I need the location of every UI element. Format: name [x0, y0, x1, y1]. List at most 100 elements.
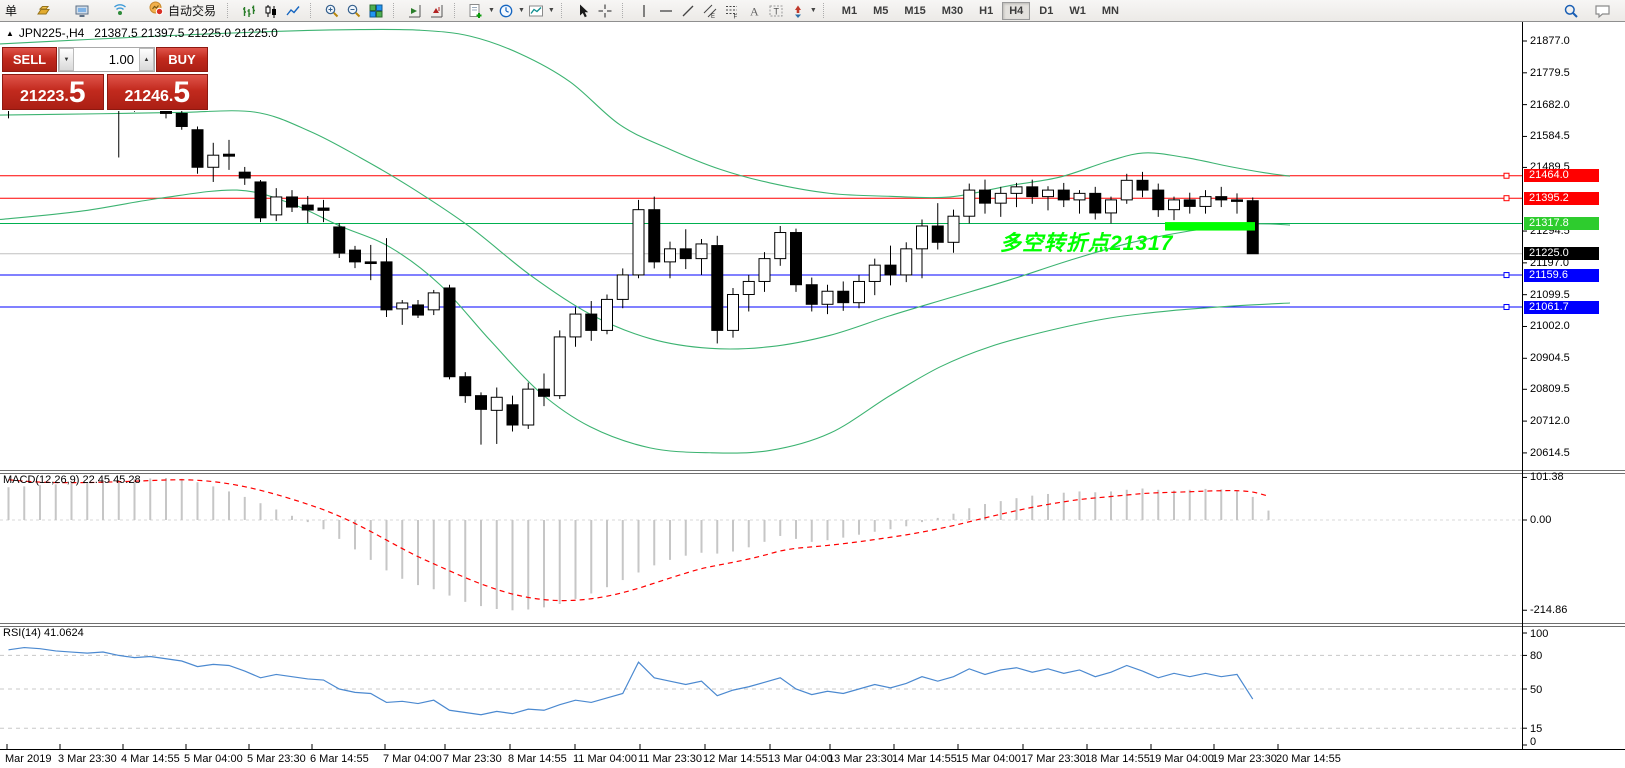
- timeframe-h4[interactable]: H4: [1002, 1, 1031, 20]
- terminal-icon[interactable]: [71, 1, 93, 20]
- text-label-icon[interactable]: T: [765, 1, 787, 20]
- chart-autoscroll-icon[interactable]: [426, 1, 448, 20]
- timeframe-d1[interactable]: D1: [1039, 4, 1054, 17]
- line-chart-icon[interactable]: [282, 1, 304, 20]
- time-axis-label: 7 Mar 23:30: [443, 753, 502, 765]
- macd-values: 22.45 45.28: [82, 474, 141, 486]
- periods-dropdown-caret[interactable]: ▼: [517, 7, 525, 14]
- indicators-icon[interactable]: [465, 1, 487, 20]
- candle-bull: [900, 248, 913, 276]
- candle-bear: [412, 304, 424, 316]
- candle-bear: [475, 395, 487, 410]
- time-axis-label: 13 Mar 23:30: [828, 753, 893, 765]
- volume-increase-button[interactable]: ▲: [139, 48, 154, 71]
- tile-windows-icon[interactable]: [365, 1, 387, 20]
- candle-bull: [774, 232, 787, 260]
- time-axis-label: 19 Mar 23:30: [1212, 753, 1277, 765]
- price-badge: 21061.7: [1524, 300, 1599, 314]
- trendline-icon[interactable]: [677, 1, 699, 20]
- macd-signal-line: [8, 479, 1269, 602]
- chart-text-annotation: 多空转折点21317: [1000, 232, 1174, 255]
- cursor-icon[interactable]: [572, 1, 594, 20]
- candle-bear: [585, 313, 598, 331]
- toolbar-separator: [560, 3, 568, 18]
- timeframe-mn[interactable]: MN: [1101, 4, 1119, 17]
- volume-decrease-button[interactable]: ▼: [59, 48, 74, 71]
- candle-bear: [254, 181, 267, 219]
- template-icon[interactable]: [525, 1, 547, 20]
- macd-scale-label: -214.86: [1530, 604, 1568, 617]
- svg-text:A: A: [750, 4, 759, 18]
- candle-bear: [679, 248, 692, 260]
- timeframe-m15[interactable]: M15: [904, 4, 926, 17]
- candle-bull: [1120, 179, 1133, 201]
- autotrading-button[interactable]: 自动交易: [143, 1, 221, 20]
- highlight-bar[interactable]: [1165, 222, 1255, 231]
- sell-button[interactable]: SELL: [2, 47, 57, 72]
- chat-icon[interactable]: [1592, 1, 1614, 20]
- indicators-dropdown-caret[interactable]: ▼: [488, 7, 495, 14]
- price-tick-label: 20712.0: [1530, 415, 1570, 428]
- timeframe-h1[interactable]: H1: [979, 4, 994, 17]
- search-icon[interactable]: [1560, 1, 1582, 20]
- new-order-button[interactable]: 单: [5, 4, 18, 18]
- hline-handle[interactable]: [1503, 195, 1510, 202]
- price-badge: 21159.6: [1524, 268, 1599, 282]
- fibonacci-icon[interactable]: F: [721, 1, 743, 20]
- volume-input[interactable]: 1.00: [108, 52, 134, 67]
- channel-icon[interactable]: E: [699, 1, 721, 20]
- candle-bear: [1231, 199, 1243, 202]
- rsi-label: RSI(14) 41.0624: [3, 627, 84, 639]
- time-axis-label: 6 Mar 14:55: [310, 753, 369, 765]
- price-tick-label: 21682.0: [1530, 98, 1570, 111]
- macd-label: MACD(12,26,9) 22.45 45.28: [3, 474, 141, 486]
- text-icon[interactable]: A: [743, 1, 765, 20]
- hline-handle[interactable]: [1503, 172, 1510, 179]
- buy-button[interactable]: BUY: [156, 47, 208, 72]
- vertical-line-icon[interactable]: [633, 1, 655, 20]
- timeframe-m1[interactable]: M1: [841, 4, 858, 17]
- horizontal-line-icon[interactable]: [655, 1, 677, 20]
- candle-bull: [427, 292, 440, 311]
- hline-handle[interactable]: [1503, 304, 1510, 311]
- candle-bull: [207, 154, 220, 168]
- candle-bull: [853, 280, 865, 304]
- candle-bull: [632, 209, 645, 276]
- timeframe-m30[interactable]: M30: [941, 4, 964, 17]
- timeframe-m5[interactable]: M5: [873, 4, 889, 17]
- candle-bull: [553, 336, 566, 397]
- candle-bear: [443, 287, 456, 378]
- price-tick-label: 20614.5: [1530, 446, 1570, 459]
- sell-price-button[interactable]: 21223. 5: [2, 74, 104, 110]
- signal-icon[interactable]: [109, 1, 131, 20]
- candle-bear: [1089, 192, 1102, 214]
- price-tick-label: 21779.5: [1530, 66, 1570, 79]
- candlestick-icon[interactable]: [260, 1, 282, 20]
- arrows-icon[interactable]: [787, 1, 809, 20]
- candle-bull: [569, 313, 582, 338]
- arrows-dropdown-caret[interactable]: ▼: [809, 7, 817, 14]
- candle-bear: [191, 129, 204, 168]
- time-axis-label: 5 Mar 23:30: [247, 753, 306, 765]
- buy-price-button[interactable]: 21246. 5: [106, 74, 208, 110]
- hline-handle[interactable]: [1503, 272, 1510, 279]
- candle-bull: [522, 388, 535, 426]
- timeframe-w1[interactable]: W1: [1069, 4, 1086, 17]
- svg-text:T: T: [773, 6, 779, 16]
- template-dropdown-caret[interactable]: ▼: [547, 7, 555, 14]
- time-axis-label: 5 Mar 04:00: [184, 753, 243, 765]
- zoom-in-icon[interactable]: [321, 1, 343, 20]
- crosshair-icon[interactable]: [594, 1, 616, 20]
- candle-bear: [1136, 179, 1149, 191]
- zoom-out-icon[interactable]: [343, 1, 365, 20]
- toolbar-separator: [822, 3, 830, 18]
- periods-clock-icon[interactable]: [495, 1, 517, 20]
- bar-chart-icon[interactable]: [238, 1, 260, 20]
- chart-shift-icon[interactable]: [404, 1, 426, 20]
- candle-bull: [821, 290, 834, 305]
- macd-scale-label: 101.38: [1530, 471, 1564, 484]
- candle-bear: [1057, 189, 1070, 201]
- gold-bars-icon[interactable]: [33, 1, 55, 20]
- collapse-triangle-icon[interactable]: ▲: [6, 29, 14, 38]
